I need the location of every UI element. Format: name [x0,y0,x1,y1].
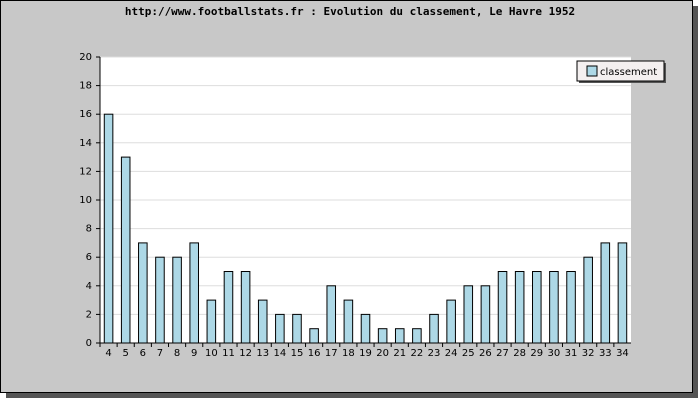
y-tick-label: 14 [79,138,92,149]
bar [103,113,114,344]
bar [600,242,611,344]
y-tick-label: 12 [79,166,92,177]
bar [257,299,268,344]
x-tick-label: 22 [411,348,424,359]
bar [532,271,542,344]
legend-label: classement [600,67,657,78]
bar [189,242,199,344]
x-tick-label: 31 [565,348,578,359]
bar [240,271,251,344]
x-tick-label: 7 [157,348,163,359]
x-tick-label: 33 [599,348,612,359]
bar [326,285,337,344]
bar [617,242,628,344]
bar [155,256,165,344]
bar [275,313,285,344]
bar [583,256,593,344]
x-tick-label: 15 [291,348,304,359]
x-tick-label: 4 [105,348,111,359]
bar [463,285,474,344]
x-tick-label: 30 [548,348,561,359]
x-tick-label: 10 [205,348,218,359]
bar [429,313,439,344]
x-tick-label: 27 [496,348,509,359]
bar [412,328,422,344]
x-tick-label: 29 [530,348,543,359]
x-tick-label: 9 [191,348,197,359]
x-tick-label: 14 [273,348,286,359]
y-tick-label: 4 [86,281,92,292]
chart-title: http://www.footballstats.fr : Evolution … [125,5,575,18]
x-tick-label: 17 [325,348,338,359]
x-tick-label: 8 [174,348,180,359]
y-tick-label: 16 [79,109,92,120]
bar [292,313,302,344]
bar [480,285,491,344]
bar [360,313,371,344]
y-tick-label: 20 [79,52,92,63]
x-tick-label: 12 [239,348,252,359]
bar [343,299,354,344]
x-tick-label: 20 [376,348,389,359]
legend-box [576,60,665,82]
bar [206,299,217,344]
y-tick-label: 2 [86,309,92,320]
bar [497,271,508,344]
x-tick-label: 5 [123,348,129,359]
x-tick-label: 34 [616,348,629,359]
bar [514,271,525,344]
bar [309,328,319,344]
x-tick-label: 21 [393,348,406,359]
bar [549,271,559,344]
bar [138,242,148,344]
x-tick-label: 18 [342,348,355,359]
bar [377,328,388,344]
y-tick-label: 6 [86,252,92,263]
bar [223,271,234,344]
x-tick-label: 16 [308,348,321,359]
x-tick-label: 24 [445,348,458,359]
bar [566,271,576,344]
x-tick-label: 6 [140,348,146,359]
x-tick-label: 32 [582,348,595,359]
legend-swatch [586,65,598,77]
y-tick-label: 8 [86,224,92,235]
bar [172,256,182,344]
x-tick-label: 11 [222,348,235,359]
x-tick-label: 23 [428,348,441,359]
x-tick-label: 19 [359,348,372,359]
y-tick-label: 18 [79,81,92,92]
x-tick-label: 28 [513,348,526,359]
x-tick-label: 26 [479,348,492,359]
bar [120,156,131,344]
x-tick-label: 25 [462,348,475,359]
y-tick-label: 10 [79,195,92,206]
y-tick-label: 0 [86,338,92,349]
bar [446,299,456,344]
x-tick-label: 13 [256,348,269,359]
bar [394,328,405,344]
